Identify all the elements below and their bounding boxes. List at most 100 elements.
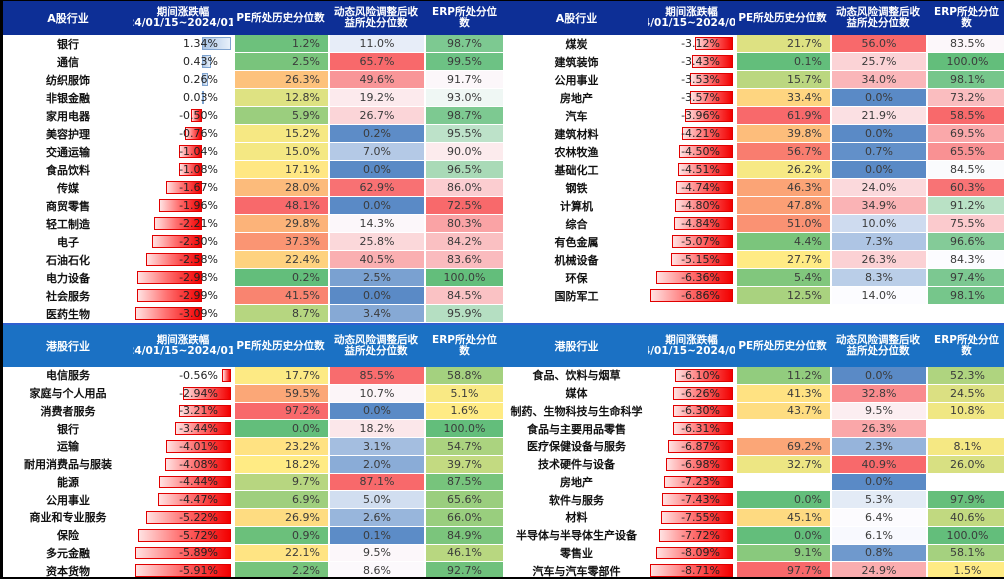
column-header-change: 期间涨跌幅(2024/01/15~2024/01/19) <box>648 6 735 29</box>
change-value: -6.36% <box>681 271 720 284</box>
risk-adjusted-return-percentile-cell: 3.1% <box>328 438 424 456</box>
change-cell: -3.44% <box>133 420 233 438</box>
pe-percentile-cell: 33.4% <box>735 89 830 107</box>
risk-adjusted-return-percentile-cell: 3.4% <box>328 305 424 323</box>
change-databar <box>201 55 212 68</box>
change-databar <box>650 564 733 577</box>
change-databar <box>674 199 733 212</box>
change-value: -0.50% <box>179 109 218 122</box>
risk-adjusted-return-percentile-cell: 34.0% <box>830 71 926 89</box>
change-databar <box>135 546 231 560</box>
pe-percentile-cell: 4.4% <box>735 233 830 251</box>
change-cell: -0.76% <box>133 125 233 143</box>
risk-adjusted-return-percentile-cell: 0.0% <box>328 402 424 421</box>
risk-adjusted-return-percentile-cell: 62.9% <box>328 179 424 197</box>
change-cell: -4.21% <box>648 125 735 143</box>
erp-percentile-cell: 95.5% <box>424 125 505 143</box>
industry-cell: 有色金属 <box>505 233 648 251</box>
pe-percentile-cell: 0.2% <box>233 269 328 287</box>
pe-percentile-cell: 59.5% <box>233 384 328 403</box>
change-value: -8.09% <box>681 546 720 560</box>
hk-left-header-row: 港股行业 期间涨跌幅(2024/01/15~2024/01/19) PE所处历史… <box>3 323 505 367</box>
change-cell: -7.23% <box>648 474 735 492</box>
risk-adjusted-return-percentile-cell: 0.0% <box>328 197 424 215</box>
erp-percentile-cell: 10.8% <box>926 402 1004 421</box>
column-header-change: 期间涨跌幅(2024/01/15~2024/01/19) <box>133 6 233 29</box>
industry-cell: 食品、饮料与烟草 <box>505 367 648 385</box>
change-value: -5.22% <box>179 510 218 524</box>
change-cell: -2.30% <box>133 233 233 251</box>
change-value: -0.76% <box>179 127 218 140</box>
erp-percentile-cell: 1.6% <box>424 402 505 421</box>
a-share-left-table-body: 银行 1.34% 1.2% 11.0% 98.7% 通信 0.43% 2.5% 65.7% 99.… <box>3 35 505 323</box>
erp-percentile-cell: 96.5% <box>424 161 505 179</box>
erp-percentile-cell: 100.0% <box>926 53 1004 71</box>
change-cell: -3.57% <box>648 89 735 107</box>
industry-cell: 医药生物 <box>3 305 133 323</box>
change-value: -4.01% <box>179 439 218 453</box>
risk-adjusted-return-percentile-cell: 0.1% <box>328 526 424 545</box>
industry-cell: 零售业 <box>505 545 648 563</box>
pe-percentile-cell: 0.1% <box>735 53 830 71</box>
change-cell: -4.50% <box>648 143 735 161</box>
erp-percentile-cell: 65.6% <box>424 491 505 509</box>
change-cell: -0.50% <box>133 107 233 125</box>
table-row: 国防军工 -6.86% 12.5% 14.0% 98.1% <box>505 287 1004 305</box>
industry-cell: 煤炭 <box>505 35 648 53</box>
a-share-right-table-body: 煤炭 -3.12% 21.7% 56.0% 83.5% 建筑装饰 -3.43% 0.1% 25.… <box>505 35 1004 323</box>
industry-cell: 汽车 <box>505 107 648 125</box>
erp-percentile-cell: 86.0% <box>424 179 505 197</box>
change-cell: -6.10% <box>648 367 735 385</box>
erp-percentile-cell: 72.5% <box>424 197 505 215</box>
erp-percentile-cell: 87.5% <box>424 473 505 492</box>
industry-cell: 房地产 <box>505 474 648 492</box>
pe-percentile-cell: 69.2% <box>735 438 830 456</box>
change-value: -3.12% <box>681 37 720 50</box>
change-value: -2.21% <box>179 217 218 230</box>
pe-percentile-cell: 39.8% <box>735 125 830 143</box>
industry-cell: 钢铁 <box>505 179 648 197</box>
change-databar <box>178 404 231 418</box>
risk-adjusted-return-percentile-cell: 24.0% <box>830 179 926 197</box>
table-row: 汽车 -3.96% 61.9% 21.9% 58.5% <box>505 107 1004 125</box>
table-row: 耐用消费品与服装 -4.08% 18.2% 2.0% 39.7% <box>3 455 505 474</box>
risk-adjusted-return-percentile-cell: 18.2% <box>328 420 424 438</box>
change-value: -2.94% <box>179 386 218 400</box>
change-value: 0.03% <box>183 91 218 104</box>
change-cell: 0.43% <box>133 53 233 71</box>
table-row: 多元金融 -5.89% 22.1% 9.5% 46.1% <box>3 544 505 563</box>
erp-percentile-cell: 84.2% <box>424 233 505 251</box>
erp-percentile-cell: 58.8% <box>424 367 505 385</box>
erp-percentile-cell: 98.7% <box>424 107 505 125</box>
erp-percentile-cell: 93.0% <box>424 89 505 107</box>
change-cell: -5.15% <box>648 251 735 269</box>
change-cell: -2.94% <box>133 385 233 403</box>
industry-cell: 多元金融 <box>3 545 133 563</box>
pe-percentile-cell: 9.1% <box>735 544 830 563</box>
risk-adjusted-return-percentile-cell: 0.0% <box>830 161 926 179</box>
pe-percentile-cell: 0.0% <box>735 526 830 545</box>
change-value: -5.91% <box>179 564 218 578</box>
industry-cell: 美容护理 <box>3 125 133 143</box>
table-row: 制药、生物科技与生命科学 -6.30% 43.7% 9.5% 10.8% <box>505 402 1004 421</box>
change-databar <box>178 163 202 176</box>
pe-percentile-cell: 46.3% <box>735 179 830 197</box>
change-cell: -6.26% <box>648 385 735 403</box>
hk-right-header-row: 港股行业 期间涨跌幅(2024/01/15~2024/01/19) PE所处历史… <box>505 323 1004 367</box>
erp-percentile-cell: 98.1% <box>926 287 1004 305</box>
pe-percentile-cell: 48.1% <box>233 197 328 215</box>
change-cell: -4.47% <box>133 491 233 509</box>
pe-percentile-cell: 27.7% <box>735 251 830 269</box>
table-row: 环保 -6.36% 5.4% 8.3% 97.4% <box>505 269 1004 287</box>
change-cell: -2.21% <box>133 215 233 233</box>
table-row: 公用事业 -4.47% 6.9% 5.0% 65.6% <box>3 491 505 509</box>
change-databar <box>672 404 733 418</box>
erp-percentile-cell: 95.9% <box>424 305 505 323</box>
change-databar <box>666 457 733 471</box>
erp-percentile-cell <box>926 473 1004 492</box>
change-databar <box>191 109 202 122</box>
table-row: 美容护理 -0.76% 15.2% 0.2% 95.5% <box>3 125 505 143</box>
change-cell: -4.01% <box>133 438 233 456</box>
change-cell: -6.87% <box>648 438 735 456</box>
